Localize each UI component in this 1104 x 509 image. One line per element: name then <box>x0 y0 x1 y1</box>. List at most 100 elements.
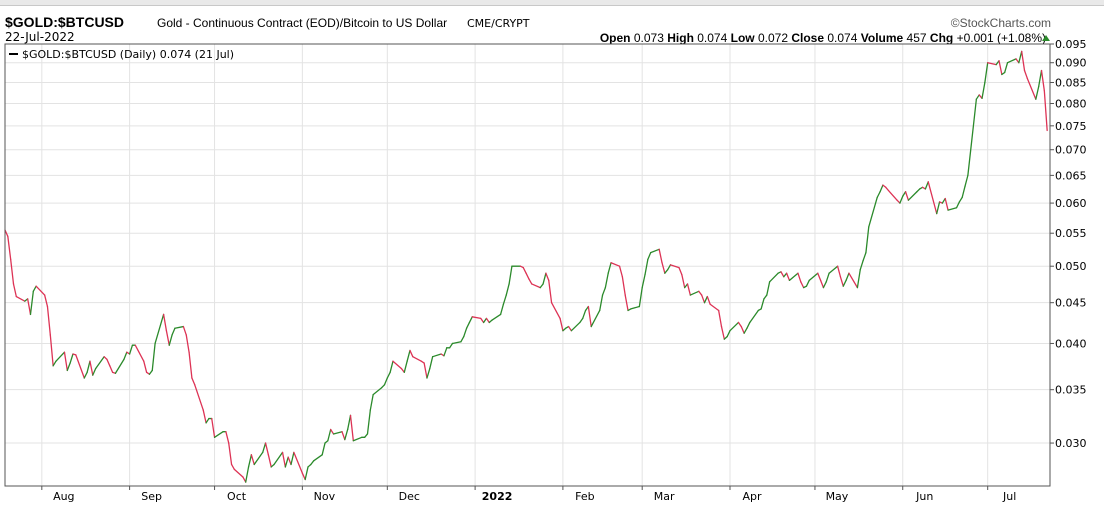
price-segment <box>647 251 652 261</box>
price-segment <box>545 272 550 281</box>
y-tick-label: 0.065 <box>1055 169 1087 182</box>
price-segment <box>392 360 403 370</box>
price-segment <box>848 272 859 289</box>
y-tick-label: 0.095 <box>1055 38 1087 51</box>
price-segment <box>168 334 173 346</box>
chg-label: Chg <box>929 31 954 45</box>
y-tick-label: 0.045 <box>1055 297 1087 310</box>
price-segment <box>525 272 530 280</box>
price-segment <box>330 428 335 435</box>
price-segment <box>89 360 94 376</box>
price-segment <box>293 451 304 474</box>
price-segment <box>443 347 448 357</box>
price-segment <box>381 384 386 389</box>
price-segment <box>961 185 966 199</box>
price-segment <box>522 266 527 274</box>
price-segment <box>936 201 941 215</box>
price-segment <box>822 281 827 289</box>
x-axis: Aug Sep Oct Nov Dec 2022 Feb Mar Apr May Jun Jul <box>41 486 1016 503</box>
price-segment <box>763 294 768 300</box>
price-segment <box>658 248 663 264</box>
price-segment <box>250 454 255 466</box>
y-tick-label: 0.070 <box>1055 144 1087 157</box>
price-segment <box>531 283 541 289</box>
price-segment <box>879 184 884 193</box>
price-segment <box>205 417 210 424</box>
price-segment <box>287 456 292 466</box>
price-segment <box>310 460 315 466</box>
price-segment <box>902 191 907 197</box>
price-segment <box>262 442 267 454</box>
price-segment <box>103 356 108 361</box>
y-tick-label: 0.055 <box>1055 227 1087 240</box>
price-segment <box>491 313 502 321</box>
price-segment <box>66 362 71 372</box>
y-tick-label: 0.035 <box>1055 384 1087 397</box>
price-segment <box>887 189 898 201</box>
price-segment <box>607 262 612 274</box>
price-segment <box>539 283 544 289</box>
price-segment <box>587 305 592 328</box>
price-segment <box>267 454 272 468</box>
legend-label: $GOLD:$BTCUSD (Daily) 0.074 (21 Jul) <box>22 48 234 61</box>
price-segment <box>797 272 802 283</box>
price-segment <box>967 98 978 177</box>
price-segment <box>808 272 819 281</box>
price-segment <box>27 298 32 316</box>
y-tick-label: 0.060 <box>1055 197 1087 210</box>
price-segment <box>290 451 295 466</box>
price-segment <box>134 344 145 362</box>
price-segment <box>114 358 125 374</box>
price-segment <box>981 81 986 99</box>
price-segment <box>154 313 165 345</box>
price-segment <box>686 283 691 296</box>
price-segment <box>409 349 414 358</box>
price-segment <box>859 260 864 271</box>
price-segment <box>559 317 564 332</box>
price-segment <box>429 356 434 370</box>
y-tick-label: 0.050 <box>1055 260 1087 273</box>
price-segment <box>386 371 391 379</box>
price-segment <box>341 431 346 441</box>
toolbar-strip <box>0 0 1104 6</box>
price-segment <box>876 191 881 199</box>
price-segment <box>460 335 465 343</box>
price-segment <box>213 431 224 438</box>
price-segment <box>7 235 12 261</box>
price-segment <box>228 442 233 466</box>
price-segment <box>406 349 411 362</box>
price-segment <box>230 463 236 471</box>
price-segment <box>332 431 343 435</box>
price-segment <box>344 428 349 441</box>
price-segment <box>372 387 383 396</box>
price-segment <box>825 272 830 283</box>
price-segment <box>661 262 666 274</box>
price-segment <box>703 295 708 304</box>
price-segment <box>499 303 505 316</box>
y-tick-label: 0.090 <box>1055 57 1087 70</box>
price-segment <box>618 265 624 278</box>
price-segment <box>839 276 844 287</box>
price-segment <box>542 272 547 285</box>
price-segment <box>856 269 861 289</box>
up-arrow-icon <box>1042 35 1050 41</box>
price-segment <box>502 294 507 305</box>
chart-exchange: CME/CRYPT <box>467 17 530 30</box>
price-segment <box>485 317 490 324</box>
price-segment <box>448 342 454 349</box>
high-label: High <box>667 31 694 45</box>
price-segment <box>638 286 643 308</box>
price-segment <box>805 279 810 287</box>
price-segment <box>15 295 26 302</box>
price-segment <box>273 451 284 466</box>
price-segment <box>123 351 128 361</box>
price-segment <box>128 344 134 355</box>
price-segment <box>245 466 250 483</box>
price-segment <box>743 327 748 334</box>
price-segment <box>83 371 88 379</box>
price-segment <box>899 195 904 204</box>
price-segment <box>630 305 641 310</box>
price-segment <box>760 298 765 310</box>
chart-legend: $GOLD:$BTCUSD (Daily) 0.074 (21 Jul) <box>9 48 234 61</box>
y-tick-label: 0.085 <box>1055 77 1087 90</box>
